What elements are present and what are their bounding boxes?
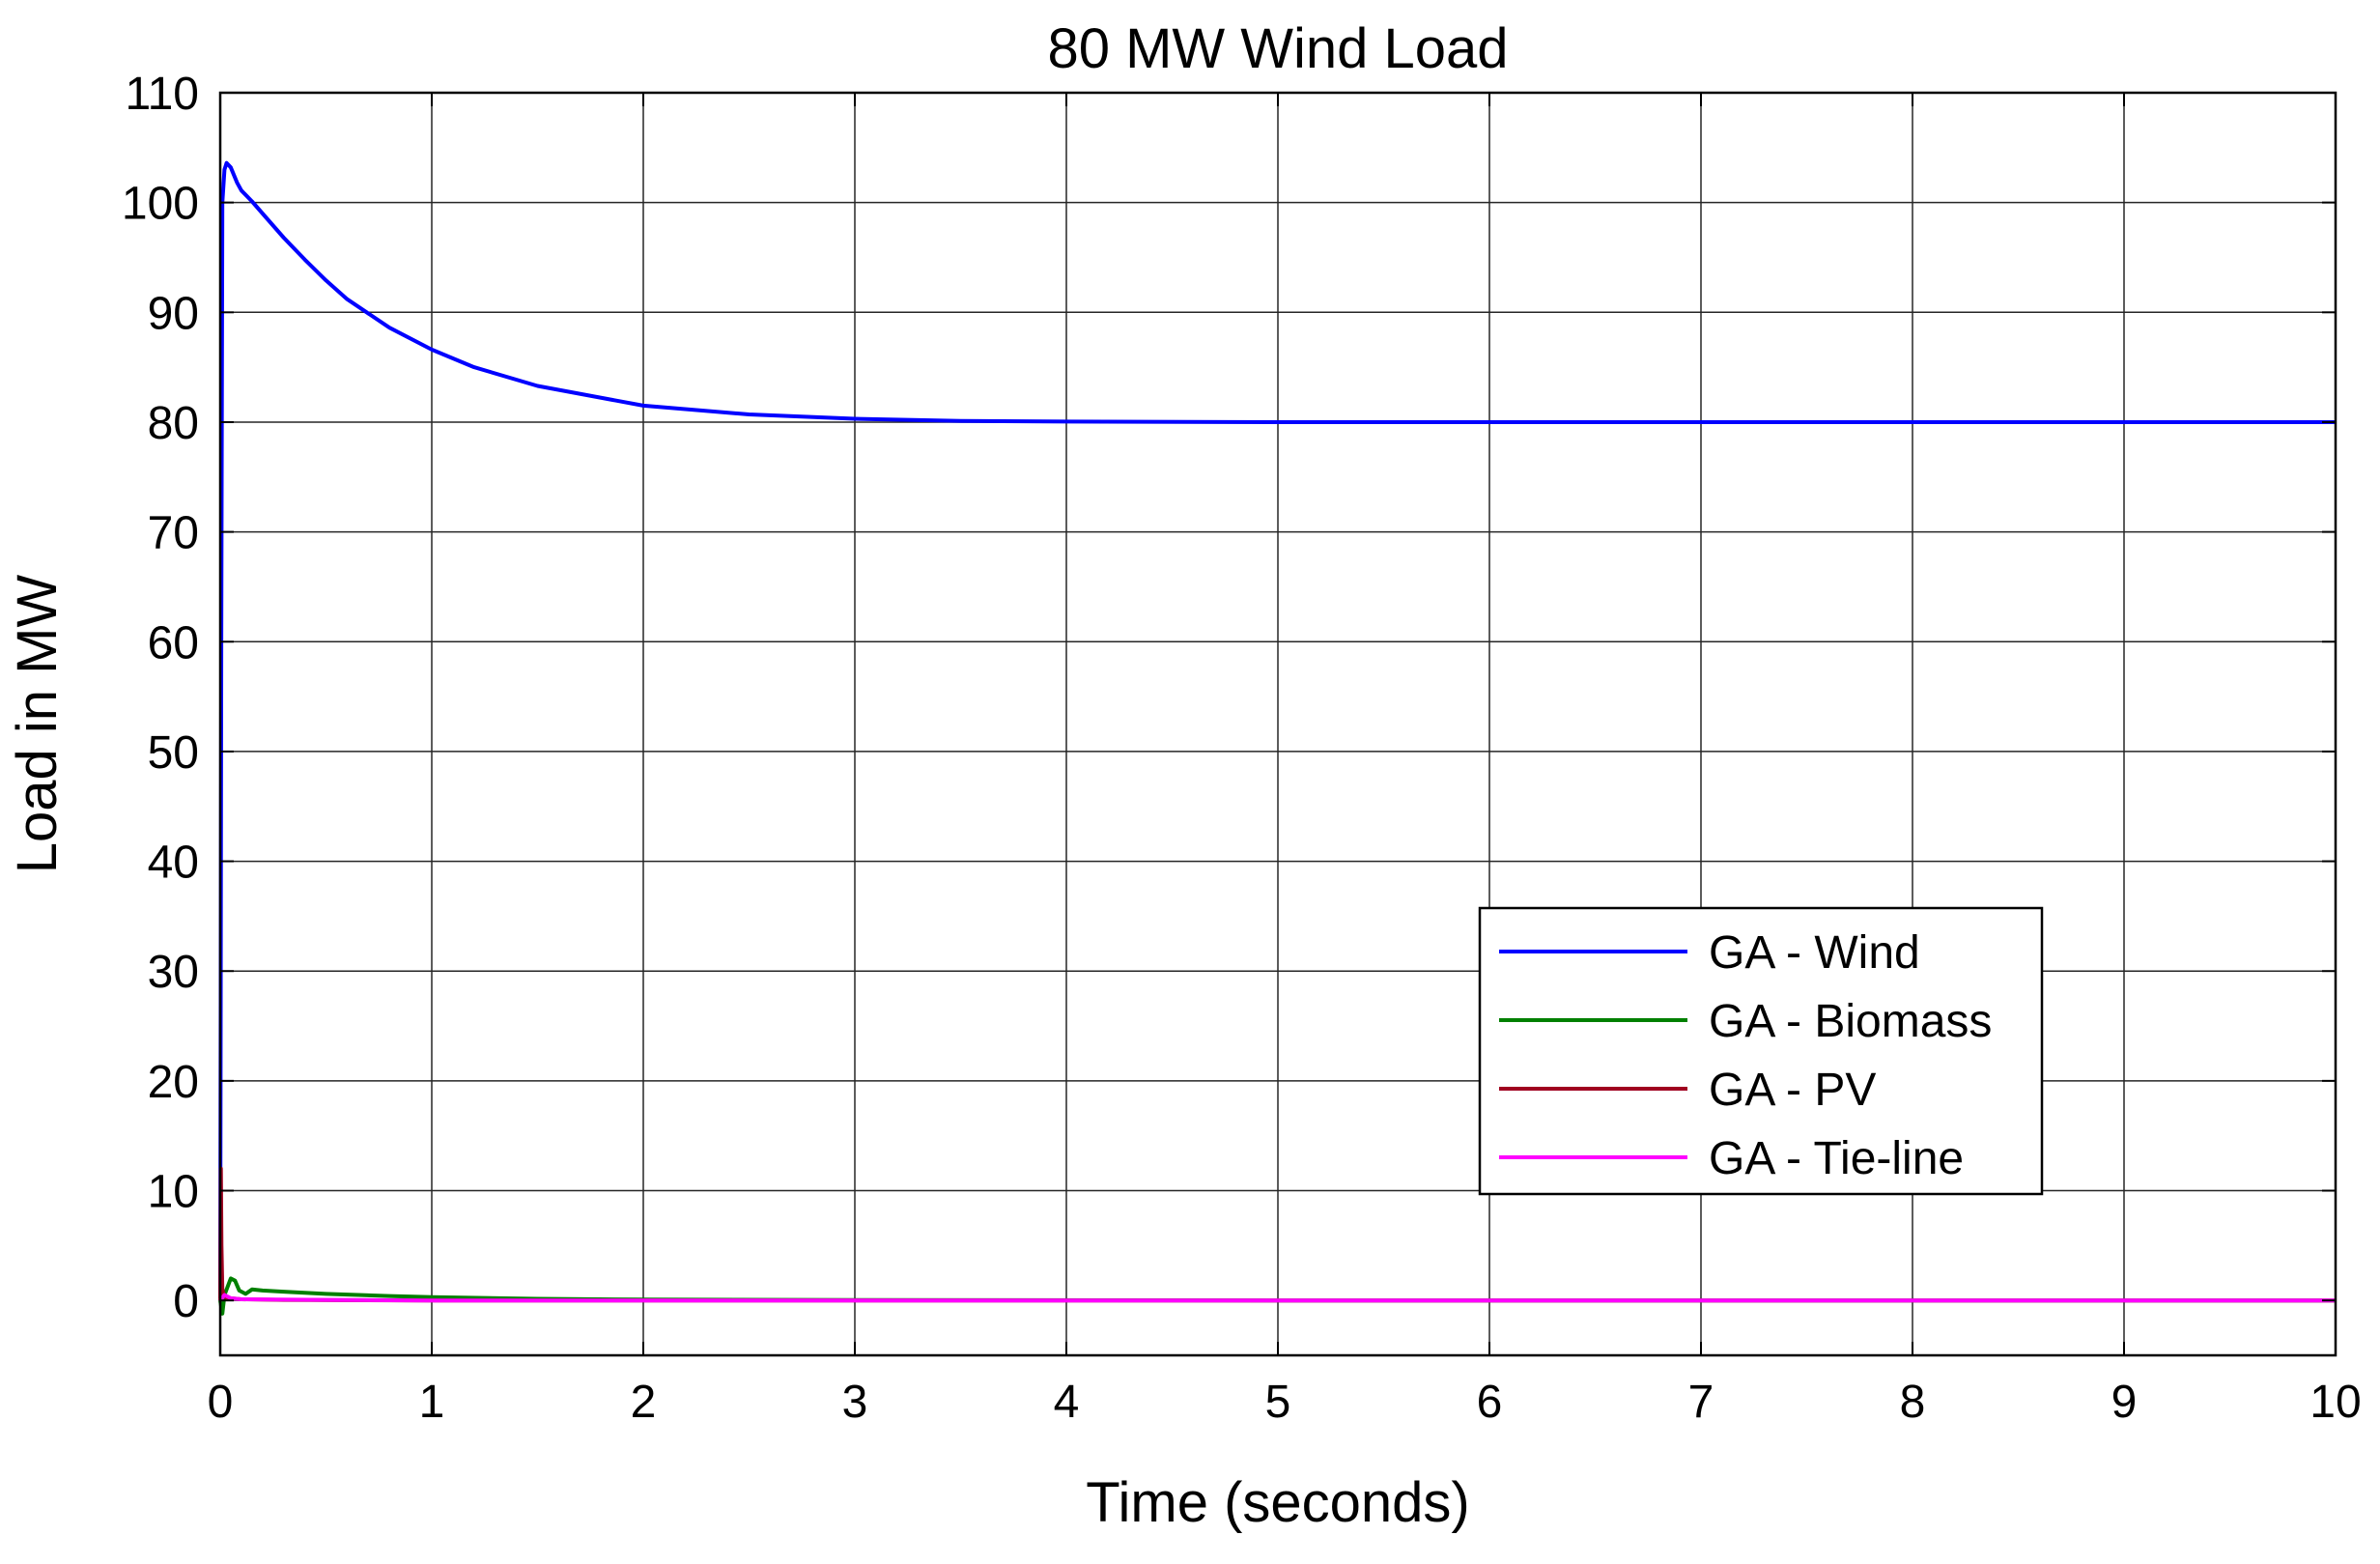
series-layer xyxy=(218,160,2336,1316)
y-tick-label: 80 xyxy=(148,398,199,449)
y-tick-label: 20 xyxy=(148,1057,199,1108)
x-tick-label: 9 xyxy=(2111,1377,2138,1428)
x-tick-label: 8 xyxy=(1900,1377,1926,1428)
y-tick-label: 100 xyxy=(122,179,199,230)
y-tick-label: 40 xyxy=(148,838,199,889)
y-tick-label: 70 xyxy=(148,508,199,559)
y-tick-label: 60 xyxy=(148,617,199,668)
x-tick-label: 7 xyxy=(1688,1377,1714,1428)
x-tick-label: 2 xyxy=(631,1377,657,1428)
x-tick-label: 6 xyxy=(1477,1377,1503,1428)
y-tick-label: 110 xyxy=(125,69,199,120)
y-tick-label: 0 xyxy=(173,1276,199,1327)
x-tick-label: 4 xyxy=(1054,1377,1080,1428)
legend-label-3: GA - PV xyxy=(1709,1065,1876,1116)
y-tick-label: 50 xyxy=(148,727,199,779)
legend-box xyxy=(1478,906,2044,1196)
chart-title: 80 MW Wind Load xyxy=(1047,17,1508,80)
x-tick-label: 10 xyxy=(2309,1377,2361,1428)
y-tick-label: 30 xyxy=(148,947,199,998)
series-line-1 xyxy=(218,160,2336,1301)
x-tick-label: 1 xyxy=(419,1377,445,1428)
y-axis-title: Load in MW xyxy=(6,575,69,874)
legend-label-1: GA - Wind xyxy=(1709,927,1920,979)
y-tick-label: 10 xyxy=(148,1167,199,1218)
legend-label-2: GA - Biomass xyxy=(1709,996,1992,1047)
x-tick-label: 5 xyxy=(1265,1377,1291,1428)
x-tick-label: 0 xyxy=(208,1377,234,1428)
legend-label-4: GA - Tie-line xyxy=(1709,1133,1964,1184)
x-tick-label: 3 xyxy=(842,1377,868,1428)
series-line-4 xyxy=(218,1293,2336,1303)
legend: GA - Wind GA - Biomass GA - PV GA - Tie-lin… xyxy=(1478,906,2044,1196)
x-axis-title: Time (seconds) xyxy=(1086,1471,1470,1534)
y-tick-label: 90 xyxy=(148,288,199,339)
